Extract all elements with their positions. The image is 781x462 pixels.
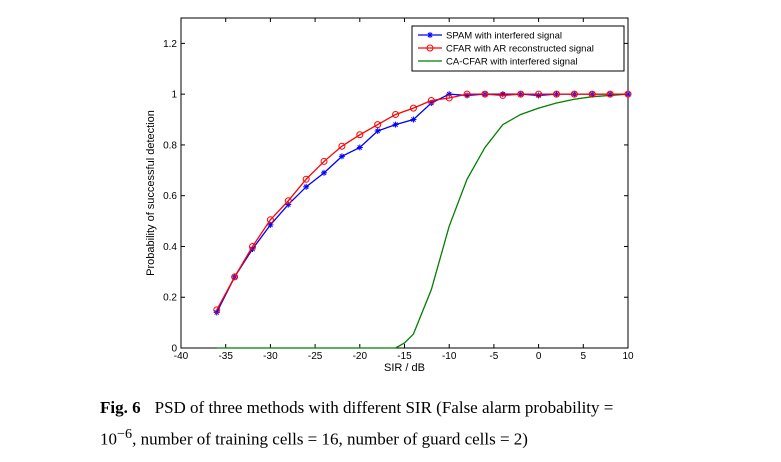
circle-marker (249, 242, 257, 250)
x-tick-label: -25 (308, 351, 323, 362)
circle-marker (231, 273, 239, 281)
y-tick-label: 0 (171, 344, 177, 355)
x-axis-label: SIR / dB (384, 362, 425, 374)
circle-marker (552, 90, 560, 98)
circle-marker (463, 90, 471, 98)
star-stroke (303, 184, 309, 190)
circle-marker (426, 44, 434, 52)
circle-marker (302, 175, 310, 183)
circle-marker (606, 90, 614, 98)
x-tick-label: -5 (489, 351, 498, 362)
y-tick-label: 0.2 (163, 293, 177, 304)
star-marker (303, 183, 310, 190)
star-marker (427, 32, 433, 38)
circle-marker (338, 142, 346, 150)
circle-marker (356, 131, 364, 139)
star-marker (321, 169, 328, 176)
star-stroke (375, 128, 381, 134)
x-tick-label: 10 (622, 351, 634, 362)
circle-marker (392, 110, 400, 118)
star-stroke (321, 170, 327, 176)
legend-entry: SPAM with interfered signal (446, 31, 562, 42)
y-tick-label: 0.6 (163, 191, 177, 202)
y-tick-label: 0.4 (163, 242, 177, 253)
circle-marker (213, 306, 221, 314)
x-tick-label: -20 (353, 351, 368, 362)
star-stroke (267, 222, 273, 228)
circle-marker (499, 91, 507, 99)
axes-box (180, 17, 629, 349)
series-3 (216, 93, 629, 349)
star-marker (356, 144, 363, 151)
circle-marker (517, 90, 525, 98)
x-tick-label: 0 (536, 351, 542, 362)
circle-marker (320, 157, 328, 165)
series-2 (213, 90, 632, 314)
circle-marker (445, 94, 453, 102)
x-tick-label: -40 (174, 351, 189, 362)
circle-marker (284, 197, 292, 205)
x-tick-label: -30 (263, 351, 278, 362)
figure-label: Fig. 6 (100, 398, 141, 417)
caption-text-after: , number of training cells = 16, number … (132, 429, 528, 449)
circle-marker (481, 90, 489, 98)
circle-marker (374, 121, 382, 129)
legend-entry: CA-CFAR with interfered signal (446, 57, 577, 68)
legend-entry: CFAR with AR reconstructed signal (446, 44, 594, 55)
caption-text-before: PSD of three methods with different SIR … (154, 398, 614, 417)
x-tick-label: -35 (218, 351, 233, 362)
star-marker (374, 127, 381, 134)
figure-caption: Fig. 6 PSD of three methods with differen… (100, 394, 760, 453)
y-axis-label: Probability of successful detection (145, 110, 157, 276)
y-tick-label: 0.8 (163, 140, 177, 151)
star-stroke (393, 122, 399, 128)
x-tick-label: 5 (581, 351, 587, 362)
legend-box (411, 25, 625, 72)
y-tick-label: 1 (171, 90, 177, 101)
circle-marker (588, 90, 596, 98)
circle-marker (266, 216, 274, 224)
circle-marker (427, 97, 435, 104)
star-marker (392, 121, 399, 128)
caption-exponent: −6 (117, 426, 133, 442)
chart: -40 -35 -30 -25 -20 -15 -10 -5 0 5 10 0 0.2 0.4 0.6 0.8… (145, 17, 634, 374)
circle-marker (624, 90, 632, 98)
star-stroke (410, 117, 416, 122)
x-tick-label: -10 (442, 351, 457, 362)
series-line (216, 93, 629, 349)
plot-area: -40 -35 -30 -25 -20 -15 -10 -5 0 5 10 0 0.2 0.4 0.6 0.8… (145, 17, 634, 374)
star-stroke (357, 145, 363, 150)
circle-marker (570, 90, 578, 98)
star-stroke (427, 32, 433, 38)
x-tick-label: -15 (397, 351, 412, 362)
caption-base: 10 (100, 429, 117, 449)
circle-marker (535, 90, 543, 98)
circle-marker (409, 104, 417, 112)
star-marker (410, 116, 417, 123)
y-tick-label: 1.2 (163, 39, 177, 50)
star-marker (338, 153, 345, 160)
star-stroke (339, 153, 345, 159)
legend: SPAM with interfered signal CFAR with AR … (411, 25, 625, 72)
